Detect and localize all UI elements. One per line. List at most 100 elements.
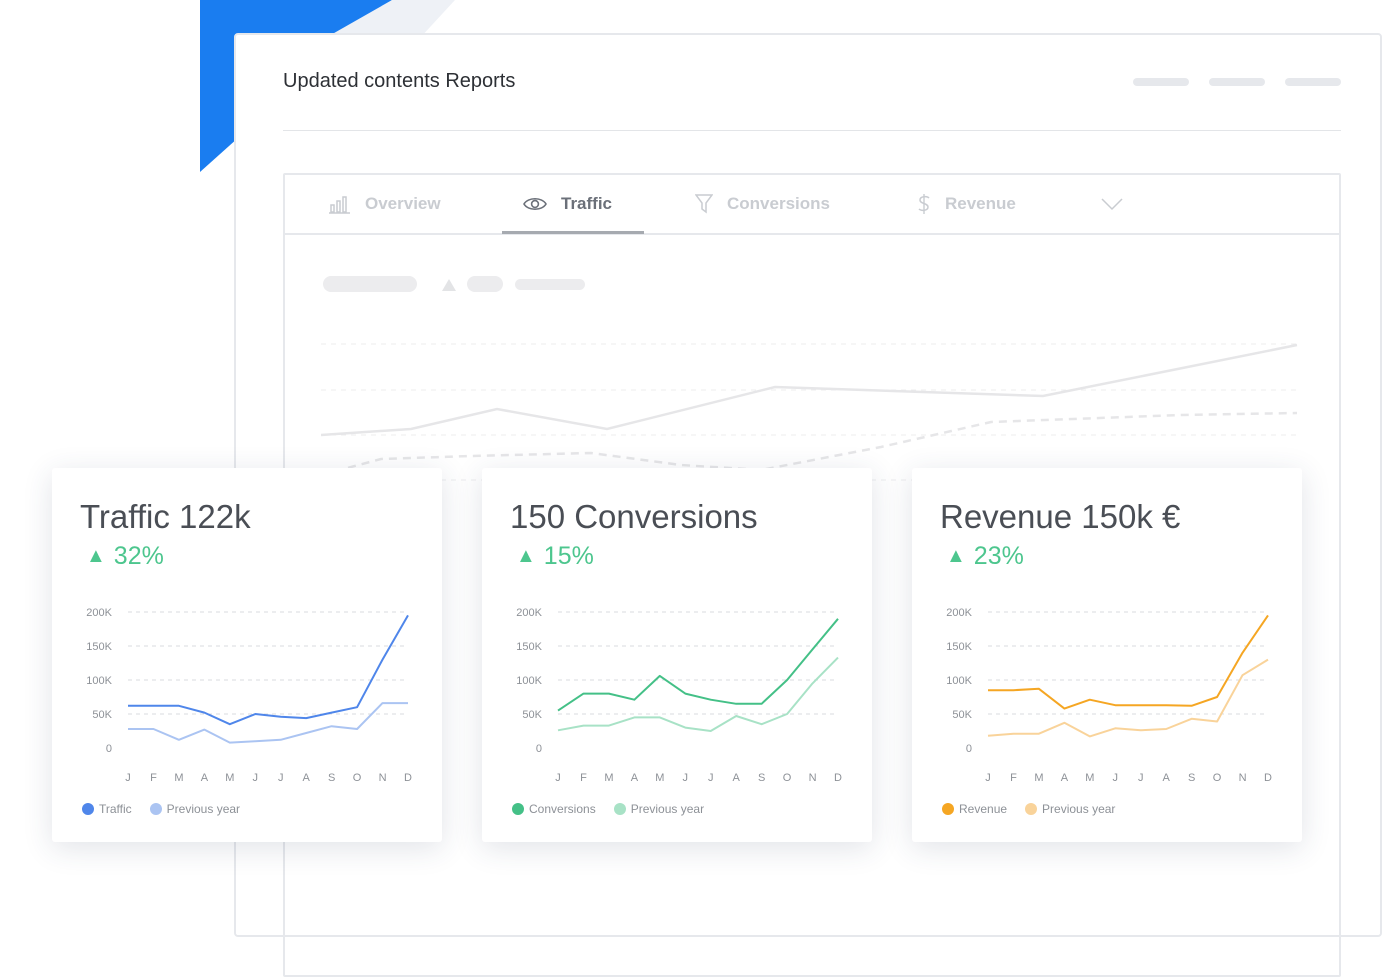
- y-tick-label: 100K: [516, 675, 542, 687]
- y-tick-label: 200K: [946, 607, 972, 619]
- x-tick-label: J: [985, 772, 991, 784]
- traffic-line-chart: 200K 150K 100K 50K 0 J F M A M J J A S O N D: [86, 607, 412, 784]
- legend-label: Previous year: [1042, 802, 1116, 816]
- legend-item[interactable]: Previous year: [1025, 802, 1115, 816]
- header-divider: [283, 130, 1341, 131]
- bar-chart-icon: [329, 196, 350, 214]
- tab-label: Revenue: [945, 194, 1016, 213]
- revenue-card: Revenue 150k € ▲ 23% 200K 150K 100K 50K 0 J F M…: [912, 468, 1302, 842]
- series-line-current[interactable]: [557, 618, 839, 712]
- series-line-current[interactable]: [128, 614, 409, 726]
- series-line-current[interactable]: [988, 614, 1269, 710]
- change-value: 23%: [973, 542, 1024, 570]
- x-tick-label: S: [328, 772, 335, 784]
- x-tick-label: J: [278, 772, 284, 784]
- x-tick-label: J: [555, 772, 561, 784]
- legend-dot: [942, 803, 954, 815]
- legend-dot: [149, 803, 162, 815]
- skeleton-placeholder: [467, 276, 503, 292]
- tab-overview[interactable]: Overview: [329, 175, 441, 233]
- card-title: Traffic 122k: [80, 498, 251, 535]
- x-tick-label: A: [733, 772, 741, 784]
- x-tick-label: M: [174, 772, 183, 784]
- skeleton-placeholder: [323, 276, 417, 292]
- tab-label: Traffic: [561, 194, 613, 213]
- active-tab-indicator: [502, 231, 644, 234]
- x-tick-label: A: [1163, 772, 1171, 784]
- series-line-previous-year[interactable]: [128, 702, 408, 744]
- skeleton-placeholder: [515, 279, 585, 290]
- change-indicator: ▲ 23%: [946, 542, 1024, 571]
- y-tick-label: 50K: [92, 709, 112, 721]
- y-tick-label: 150K: [516, 641, 542, 653]
- legend-item[interactable]: Conversions: [512, 802, 596, 816]
- x-tick-label: A: [1061, 772, 1069, 784]
- chevron-down-icon: [1101, 198, 1123, 211]
- x-tick-label: M: [1085, 772, 1094, 784]
- chart-legend: Conversions Previous year: [512, 802, 722, 816]
- y-tick-label: 50K: [952, 709, 972, 721]
- legend-item[interactable]: Previous year: [149, 802, 241, 816]
- x-tick-label: J: [125, 772, 131, 784]
- x-tick-label: J: [253, 772, 258, 784]
- x-tick-label: J: [708, 772, 714, 784]
- tab-conversions[interactable]: Conversions: [695, 175, 830, 233]
- legend-dot: [512, 803, 524, 815]
- x-tick-label: J: [683, 772, 689, 784]
- y-tick-label: 0: [536, 743, 542, 755]
- x-tick-label: A: [303, 772, 311, 784]
- legend-item[interactable]: Revenue: [942, 802, 1007, 816]
- tab-traffic[interactable]: Traffic: [523, 175, 612, 233]
- revenue-line-chart: 200K 150K 100K 50K 0 J F M A M J J A S O N D: [946, 607, 1272, 784]
- legend-label: Traffic: [99, 802, 132, 816]
- header-placeholder: [1285, 78, 1341, 86]
- x-tick-label: D: [404, 772, 412, 784]
- tab-label: Conversions: [727, 194, 830, 213]
- report-title: Updated contents Reports: [283, 70, 516, 92]
- x-tick-label: N: [1239, 772, 1247, 784]
- y-tick-label: 150K: [946, 641, 972, 653]
- y-tick-label: 200K: [516, 607, 542, 619]
- x-tick-label: M: [1034, 772, 1043, 784]
- report-tabs-frame: Overview Traffic Conversions: [283, 173, 1341, 977]
- chart-legend: Traffic Previous year: [82, 802, 258, 816]
- funnel-icon: [695, 194, 713, 214]
- x-tick-label: F: [1010, 772, 1017, 784]
- tab-bar: Overview Traffic Conversions: [285, 175, 1339, 235]
- trend-up-icon: ▲: [946, 545, 966, 567]
- conversions-card: 150 Conversions ▲ 15% 200K 150K 100K 50K 0 J F…: [482, 468, 872, 842]
- card-title: 150 Conversions: [510, 498, 758, 535]
- series-line-previous-year[interactable]: [557, 656, 839, 732]
- change-indicator: ▲ 15%: [516, 542, 594, 571]
- x-tick-label: D: [1264, 772, 1272, 784]
- x-tick-label: S: [758, 772, 765, 784]
- x-tick-label: F: [150, 772, 157, 784]
- y-tick-label: 150K: [86, 641, 112, 653]
- legend-item[interactable]: Previous year: [613, 802, 704, 816]
- y-tick-label: 50K: [522, 709, 542, 721]
- legend-dot: [613, 803, 626, 815]
- y-tick-label: 0: [966, 743, 972, 755]
- dollar-icon: [918, 194, 930, 214]
- x-tick-label: O: [353, 772, 362, 784]
- legend-dot: [1025, 803, 1038, 815]
- x-tick-label: M: [225, 772, 234, 784]
- series-line-previous-year[interactable]: [987, 658, 1269, 738]
- header-placeholder: [1133, 78, 1189, 86]
- traffic-card: Traffic 122k ▲ 32% 200K 150K 100K 50K 0 J F M A M…: [52, 468, 442, 842]
- legend-label: Conversions: [529, 802, 596, 816]
- eye-icon: [523, 197, 547, 211]
- x-tick-label: O: [783, 772, 792, 784]
- y-tick-label: 0: [106, 743, 112, 755]
- y-tick-label: 100K: [946, 675, 972, 687]
- x-tick-label: N: [379, 772, 387, 784]
- x-tick-label: F: [580, 772, 587, 784]
- more-tabs-dropdown[interactable]: [1101, 175, 1137, 233]
- tab-revenue[interactable]: Revenue: [917, 175, 1016, 233]
- change-value: 15%: [543, 542, 594, 570]
- x-tick-label: O: [1213, 772, 1222, 784]
- x-tick-label: S: [1188, 772, 1195, 784]
- trend-up-icon: ▲: [86, 545, 106, 567]
- legend-item[interactable]: Traffic: [82, 802, 132, 816]
- legend-label: Previous year: [166, 802, 241, 816]
